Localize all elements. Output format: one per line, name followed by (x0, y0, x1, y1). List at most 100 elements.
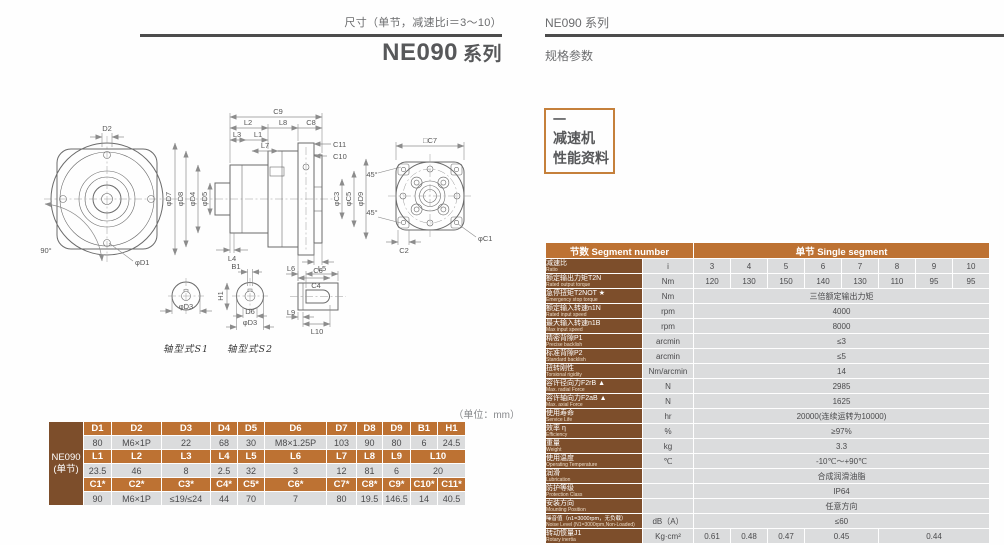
dim-label-c11: C11 (333, 140, 346, 149)
spec-value-cell: ≥97% (694, 424, 989, 438)
spec-value-cell: 0.44 (879, 529, 989, 543)
spec-unit-cell: Nm/arcmin (643, 364, 693, 378)
spec-row: 最大输入转速n1B Max input speed rpm 8000 (546, 319, 989, 333)
section-title: 规格参数 (545, 49, 594, 63)
spec-unit-cell: rpm (643, 304, 693, 318)
spec-unit-cell: i (643, 259, 693, 273)
dim-label-phi-d9: φD9 (356, 192, 365, 206)
dim-table-row: L1 L2 L3 L4 L5 L6 L7 L8 L9 L10 (49, 450, 465, 463)
unit-note: （单位：mm） (453, 410, 520, 421)
dim-value-cell: 68 (211, 436, 237, 449)
dim-header-cell: C6* (265, 478, 326, 491)
dim-value-cell: ≤19/≤24 (162, 492, 210, 505)
dim-label-angle-45a: 45° (366, 170, 377, 179)
spec-unit-cell: rpm (643, 319, 693, 333)
dim-header-cell: L9 (383, 450, 410, 463)
badge-line1: 减速机 (553, 129, 595, 146)
dim-label-h1: H1 (216, 291, 225, 301)
dim-header-cell: L8 (357, 450, 382, 463)
dim-label-c9: C9 (273, 107, 283, 116)
spec-value-cell: 20000(连续运转为10000) (694, 409, 989, 423)
dim-label-c4: C4 (311, 281, 321, 290)
spec-value-cell: 0.61 (694, 529, 730, 543)
spec-value-cell: 0.45 (805, 529, 878, 543)
dim-value-cell: 6 (411, 436, 437, 449)
dim-header-cell: D9 (383, 422, 410, 435)
dim-table-body: NE090 (单节) D1 D2 D3 D4 D5 D6 D7 D8 D9 B1 H1 80 M6×1P 22… (49, 422, 465, 505)
dim-header-cell: H1 (438, 422, 465, 435)
spec-value-cell: 合成润滑油脂 (694, 469, 989, 483)
dim-header-cell: C10* (411, 478, 437, 491)
spec-value-cell: 140 (805, 274, 841, 288)
keyway-side-view: L6 L5 L9 L10 (286, 264, 346, 336)
dim-value-cell: 90 (357, 436, 382, 449)
spec-value-cell: 2985 (694, 379, 989, 393)
dim-label-d2: D2 (102, 124, 112, 133)
dim-value-cell: 20 (411, 464, 465, 477)
dim-header-cell: C9* (383, 478, 410, 491)
spec-header-row: 节数 Segment number 单节 Single segment (546, 243, 989, 258)
dim-header-cell: D8 (357, 422, 382, 435)
dim-value-cell: 80 (327, 492, 356, 505)
dim-value-cell: 22 (162, 436, 210, 449)
spec-row: 容许径向力F2rB ▲ Max. radial Force N 2985 (546, 379, 989, 393)
spec-row: 安装方向 Mounting Position 任意方向 (546, 499, 989, 513)
dim-value-cell: 40.5 (438, 492, 465, 505)
spec-value-cell: 7 (842, 259, 878, 273)
spec-value-cell: 5 (768, 259, 804, 273)
dim-header-cell: L4 (211, 450, 237, 463)
shaft-type-s2-view: B1 H1 D6 φD3 轴型式S2 (216, 262, 274, 355)
dim-label-l7: L7 (261, 141, 269, 150)
dim-value-cell: 23.5 (84, 464, 111, 477)
dim-value-cell: 24.5 (438, 436, 465, 449)
dim-label-sq-c7: □C7 (423, 136, 437, 145)
dim-value-cell: M6×1P (112, 492, 161, 505)
dim-header-cell: D5 (238, 422, 264, 435)
spec-value-cell: 0.47 (768, 529, 804, 543)
dim-header-cell: D1 (84, 422, 111, 435)
dim-label-phi-d7: φD7 (164, 192, 173, 206)
dim-value-cell: 8 (162, 464, 210, 477)
series-suffix: 系列 (462, 44, 502, 65)
dim-header-cell: D6 (265, 422, 326, 435)
dim-table-row: 80 M6×1P 22 68 30 M8×1.25P 103 90 80 6 24.5 (49, 436, 465, 449)
spec-param-label: 转动惯量J1 Rotary inertia (546, 529, 642, 543)
dim-value-cell: 146.5 (383, 492, 410, 505)
spec-value-cell: 4 (731, 259, 767, 273)
spec-value-cell: 3.3 (694, 439, 989, 453)
spec-row: 减速比 Ratio i 3 4 5 6 7 8 9 10 (546, 259, 989, 273)
dim-value-cell: 80 (84, 436, 111, 449)
dim-label-c10: C10 (333, 152, 347, 161)
spec-value-cell: 0.48 (731, 529, 767, 543)
dim-header-cell: D7 (327, 422, 356, 435)
spec-unit-cell: Nm (643, 274, 693, 288)
spec-param-label: 使用温度 Operating Temperature (546, 454, 642, 468)
spec-value-cell: IP64 (694, 484, 989, 498)
dim-header-cell: D4 (211, 422, 237, 435)
dim-value-cell: 30 (238, 436, 264, 449)
spec-value-cell: 14 (694, 364, 989, 378)
dim-label-b1: B1 (231, 262, 240, 271)
spec-value-cell: 8 (879, 259, 915, 273)
dim-header-cell: L7 (327, 450, 356, 463)
spec-unit-cell: arcmin (643, 334, 693, 348)
spec-row: 扭转刚性 Torsional rigidity Nm/arcmin 14 (546, 364, 989, 378)
spec-row: 额定输出力矩T2N Rated output torque Nm 120 130 150 1… (546, 274, 989, 288)
dim-header-cell: D2 (112, 422, 161, 435)
dim-label-l9: L9 (287, 308, 295, 317)
spec-param-label: 精密背隙P1 Precise backlish (546, 334, 642, 348)
dim-header-cell: C7* (327, 478, 356, 491)
dim-label-l8: L8 (279, 118, 287, 127)
dimension-subtitle: 尺寸（单节，减速比i＝3～10） (344, 17, 502, 29)
dim-label-l5: L5 (318, 264, 326, 273)
dim-label-s2-phi-d3: φD3 (243, 318, 257, 327)
spec-value-cell: 130 (842, 274, 878, 288)
dim-value-cell: 14 (411, 492, 437, 505)
spec-param-label: 急停扭矩T2NOT ★ Emergency stop torque (546, 289, 642, 303)
dim-header-cell: C11* (438, 478, 465, 491)
spec-unit-cell (643, 484, 693, 498)
spec-param-label: 容许径向力F2rB ▲ Max. radial Force (546, 379, 642, 393)
spec-value-cell: 任意方向 (694, 499, 989, 513)
dim-value-cell: M6×1P (112, 436, 161, 449)
